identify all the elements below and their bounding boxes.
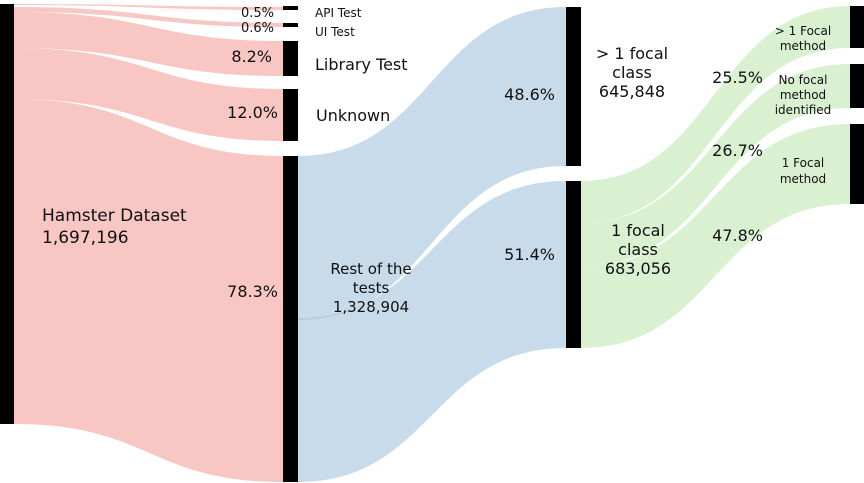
unknown-label: Unknown xyxy=(316,106,390,125)
rest-count: 1,328,904 xyxy=(333,298,409,316)
ui-test-percent: 0.6% xyxy=(241,21,274,36)
no-method-line1: No focal xyxy=(779,73,828,87)
one-method-line1: 1 Focal xyxy=(782,156,825,170)
library-test-percent: 8.2% xyxy=(231,47,272,66)
multi-class-line2: class xyxy=(612,63,652,82)
link-one-class-one-method xyxy=(581,124,850,348)
one-class-percent: 51.4% xyxy=(504,245,555,264)
one-method-line2: method xyxy=(780,172,826,186)
one-class-line2: class xyxy=(618,240,658,259)
node-multi-focal-class xyxy=(566,7,581,166)
link-hamster-rest xyxy=(14,99,283,482)
ui-test-label: UI Test xyxy=(315,25,355,39)
one-class-count: 683,056 xyxy=(605,259,671,278)
node-one-focal-class xyxy=(566,181,581,348)
rest-percent: 78.3% xyxy=(227,282,278,301)
link-hamster-ui-test xyxy=(14,7,283,27)
rest-name-line2: tests xyxy=(353,279,390,297)
link-one-class-multi-method xyxy=(581,6,850,223)
one-class-line1: 1 focal xyxy=(611,221,665,240)
node-unknown xyxy=(283,89,298,141)
multi-class-count: 645,848 xyxy=(599,82,665,101)
node-api-test xyxy=(283,6,298,10)
link-hamster-unknown xyxy=(14,48,283,141)
multi-method-percent: 25.5% xyxy=(712,68,763,87)
node-multi-focal-method xyxy=(850,6,864,48)
link-one-class-no-method xyxy=(581,64,850,267)
link-rest-multi-class xyxy=(298,7,566,320)
node-no-focal-method xyxy=(850,64,864,108)
node-hamster-dataset xyxy=(0,4,14,424)
link-hamster-library-test xyxy=(14,12,283,76)
multi-class-percent: 48.6% xyxy=(504,85,555,104)
node-library-test xyxy=(283,41,298,76)
hamster-count-label: 1,697,196 xyxy=(42,228,129,248)
link-hamster-api-test xyxy=(14,4,283,10)
flow-links xyxy=(14,4,850,482)
node-one-focal-method xyxy=(850,124,864,204)
no-method-line3: identified xyxy=(775,103,832,117)
no-method-percent: 26.7% xyxy=(712,141,763,160)
api-test-percent: 0.5% xyxy=(241,6,274,21)
multi-method-line2: method xyxy=(780,39,826,53)
rest-name-line1: Rest of the xyxy=(330,260,411,278)
labels: Hamster Dataset 1,697,196 0.5% API Test … xyxy=(42,6,831,316)
unknown-percent: 12.0% xyxy=(227,103,278,122)
link-rest-one-class xyxy=(298,181,566,482)
multi-class-line1: > 1 focal xyxy=(596,44,668,63)
library-test-label: Library Test xyxy=(315,55,408,74)
hamster-name-label: Hamster Dataset xyxy=(42,206,187,226)
one-method-percent: 47.8% xyxy=(712,226,763,245)
multi-method-line1: > 1 Focal xyxy=(775,24,831,38)
no-method-line2: method xyxy=(780,88,826,102)
nodes xyxy=(0,4,864,482)
node-rest-of-tests xyxy=(283,156,298,482)
node-ui-test xyxy=(283,23,298,27)
api-test-label: API Test xyxy=(315,6,362,20)
